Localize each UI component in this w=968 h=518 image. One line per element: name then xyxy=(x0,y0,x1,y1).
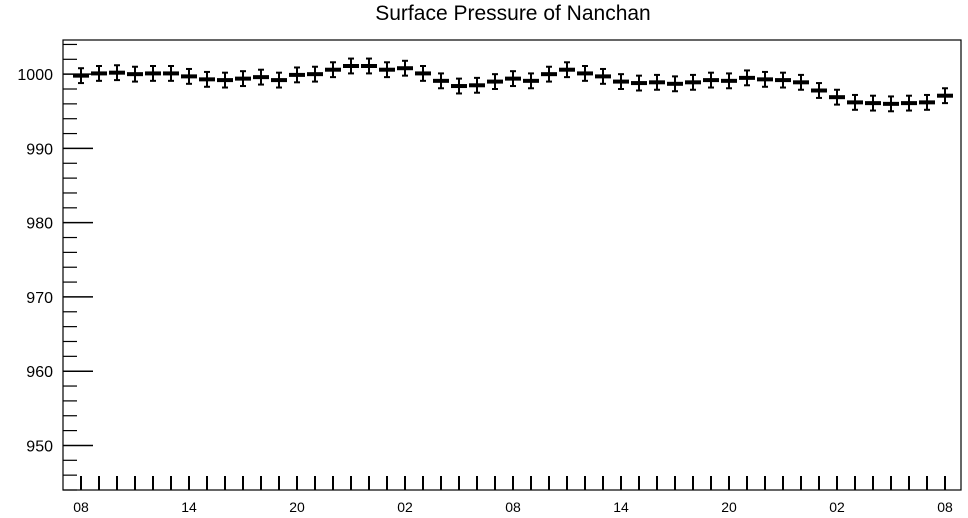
data-point xyxy=(469,76,485,94)
data-point xyxy=(307,65,323,83)
data-point xyxy=(649,73,665,91)
y-tick-label: 980 xyxy=(26,216,53,233)
x-tick-label: 08 xyxy=(937,499,953,515)
data-point xyxy=(667,75,683,93)
data-point xyxy=(451,77,467,95)
data-point xyxy=(109,64,125,82)
y-tick-label: 960 xyxy=(26,364,53,381)
data-point xyxy=(577,64,593,82)
x-tick-label: 02 xyxy=(829,499,845,515)
data-point xyxy=(829,88,845,106)
data-point xyxy=(199,70,215,88)
data-point xyxy=(181,67,197,85)
data-point xyxy=(883,95,899,113)
x-tick-label: 14 xyxy=(181,499,197,515)
data-point xyxy=(703,71,719,89)
data-point xyxy=(775,71,791,89)
y-tick-label: 970 xyxy=(26,290,53,307)
data-point xyxy=(631,74,647,92)
data-point xyxy=(793,73,809,91)
data-point xyxy=(325,61,341,79)
data-point xyxy=(145,64,161,82)
data-point xyxy=(919,93,935,111)
data-point xyxy=(811,82,827,99)
data-point xyxy=(433,72,449,90)
data-point xyxy=(505,70,521,88)
data-point xyxy=(289,66,305,84)
data-point xyxy=(253,68,269,86)
data-point xyxy=(541,65,557,83)
y-tick-label: 1000 xyxy=(17,67,53,84)
data-point xyxy=(865,94,881,112)
data-point xyxy=(91,64,107,82)
data-point xyxy=(397,59,413,77)
data-point xyxy=(757,70,773,88)
y-tick-label: 950 xyxy=(26,438,53,455)
data-point xyxy=(73,67,89,85)
data-point xyxy=(415,64,431,82)
data-point xyxy=(235,70,251,88)
chart-title: Surface Pressure of Nanchan xyxy=(375,2,651,25)
data-point xyxy=(361,57,377,75)
data-point xyxy=(271,71,287,89)
data-point xyxy=(847,93,863,111)
data-point xyxy=(937,87,953,105)
data-point xyxy=(379,61,395,79)
x-tick-label: 02 xyxy=(397,499,413,515)
data-point xyxy=(739,69,755,87)
x-tick-label: 08 xyxy=(73,499,89,515)
x-tick-label: 14 xyxy=(613,499,629,515)
y-tick-label: 990 xyxy=(26,141,53,158)
data-point xyxy=(721,72,737,90)
data-point xyxy=(487,73,503,91)
data-point xyxy=(127,65,143,83)
data-point xyxy=(163,64,179,82)
x-tick-label: 20 xyxy=(721,499,737,515)
x-tick-label: 08 xyxy=(505,499,521,515)
data-point xyxy=(217,71,233,89)
plot-frame xyxy=(62,39,962,491)
data-point xyxy=(343,57,359,75)
data-point xyxy=(685,73,701,91)
data-point xyxy=(901,94,917,112)
data-point xyxy=(595,67,611,85)
data-point xyxy=(523,72,539,90)
x-tick-label: 20 xyxy=(289,499,305,515)
data-point xyxy=(613,73,629,91)
data-point xyxy=(559,61,575,79)
